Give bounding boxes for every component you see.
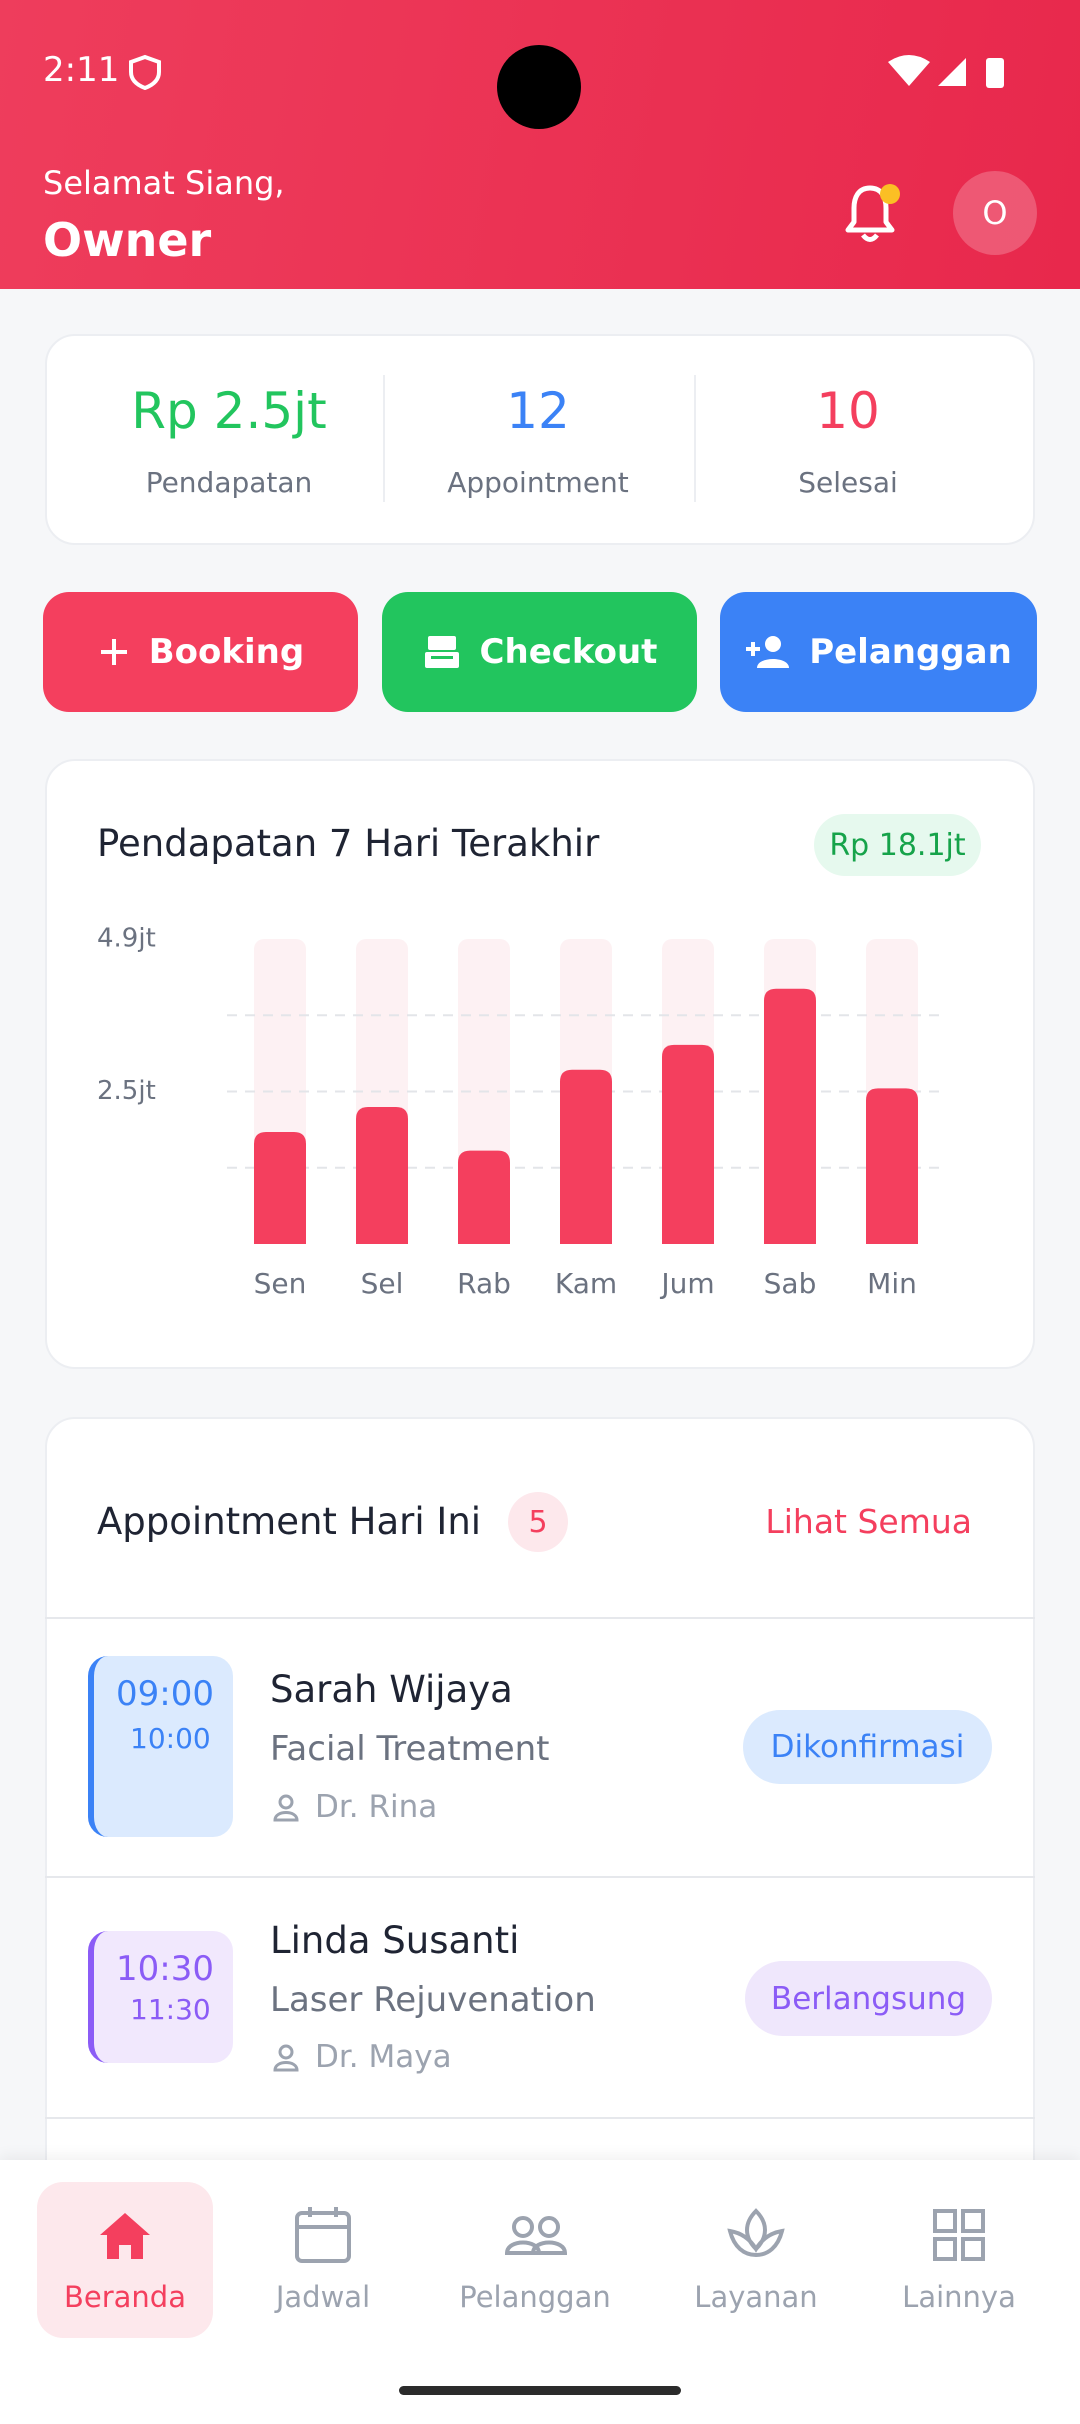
person-icon xyxy=(273,2044,299,2072)
total-badge: Rp 18.1jt xyxy=(814,814,981,876)
customer-name: Sarah Wijaya xyxy=(270,1668,513,1711)
nav-item[interactable]: Beranda xyxy=(64,2280,186,2314)
stat-value: Rp 2.5jt xyxy=(131,382,327,440)
bar xyxy=(254,1131,306,1244)
avatar[interactable]: O xyxy=(953,171,1037,255)
y-tick-label: 4.9jt xyxy=(97,924,156,954)
doctor: Dr. Maya xyxy=(315,2039,452,2075)
end-time: 11:30 xyxy=(130,1993,211,2026)
bar xyxy=(458,1150,510,1244)
see-all-link[interactable]: Lihat Semua xyxy=(765,1502,972,1541)
end-time: 10:00 xyxy=(130,1722,211,1755)
time-box: 09:00 10:00 xyxy=(88,1656,233,1837)
divider xyxy=(45,1617,1035,1619)
bar xyxy=(560,1069,612,1244)
x-tick-label: Kam xyxy=(555,1267,617,1300)
stat-value: 12 xyxy=(506,382,570,440)
time-box: 10:30 11:30 xyxy=(88,1931,233,2063)
bar xyxy=(764,988,816,1244)
nav-icons xyxy=(100,2207,985,2263)
x-tick-label: Sab xyxy=(764,1267,817,1300)
status-pill: Berlangsung xyxy=(745,1961,992,2036)
plus-icon xyxy=(100,639,127,665)
status-icons xyxy=(888,55,1004,88)
status-pill: Dikonfirmasi xyxy=(743,1710,992,1784)
service: Facial Treatment xyxy=(270,1729,550,1769)
chart-title: Pendapatan 7 Hari Terakhir xyxy=(97,822,600,865)
y-tick-label: 2.5jt xyxy=(97,1076,156,1106)
stat-label: Appointment xyxy=(447,466,629,499)
count-badge: 5 xyxy=(508,1492,568,1552)
register-icon xyxy=(424,636,459,668)
x-tick-label: Sen xyxy=(254,1267,307,1300)
checkout-button[interactable]: Checkout xyxy=(382,592,697,712)
service: Laser Rejuvenation xyxy=(270,1980,596,2020)
stat-value: 10 xyxy=(816,382,880,440)
add-person-icon xyxy=(746,636,790,668)
start-time: 09:00 xyxy=(116,1674,214,1714)
stat-label: Pendapatan xyxy=(145,466,313,499)
customer-name: Linda Susanti xyxy=(270,1919,520,1962)
nav-item[interactable]: Pelanggan xyxy=(459,2280,611,2314)
start-time: 10:30 xyxy=(116,1949,214,1989)
x-tick-label: Jum xyxy=(659,1267,714,1300)
nav-active-bg xyxy=(37,2182,213,2338)
divider xyxy=(383,375,385,502)
person-icon xyxy=(273,1794,299,1822)
shield-icon xyxy=(129,54,161,90)
status-time: 2:11 xyxy=(43,50,120,90)
home-indicator xyxy=(399,2386,681,2395)
greeting: Selamat Siang, xyxy=(43,164,285,202)
divider xyxy=(45,2117,1035,2119)
button-label: Pelanggan xyxy=(809,632,1012,672)
stats-card xyxy=(45,334,1035,545)
camera xyxy=(497,45,581,129)
button-label: Booking xyxy=(148,632,305,672)
user-name: Owner xyxy=(43,213,212,267)
x-tick-label: Min xyxy=(867,1267,917,1300)
x-tick-label: Sel xyxy=(361,1267,404,1300)
section-title: Appointment Hari Ini xyxy=(97,1500,482,1543)
divider xyxy=(694,375,696,502)
doctor: Dr. Rina xyxy=(315,1789,438,1825)
x-tick-label: Rab xyxy=(457,1267,511,1300)
divider xyxy=(45,1876,1035,1878)
bar-chart: 4.9jt 2.5jt Sen Sel Rab Kam Jum Sab Min xyxy=(97,924,942,1300)
stat-label: Selesai xyxy=(798,466,898,499)
bar xyxy=(356,1107,408,1244)
bar xyxy=(866,1088,918,1244)
nav-item[interactable]: Layanan xyxy=(694,2280,818,2314)
notification-button[interactable] xyxy=(842,180,902,246)
customer-button[interactable]: Pelanggan xyxy=(720,592,1037,712)
booking-button[interactable]: Booking xyxy=(43,592,358,712)
bar xyxy=(662,1044,714,1244)
nav-item[interactable]: Jadwal xyxy=(275,2280,371,2314)
nav-item[interactable]: Lainnya xyxy=(902,2280,1016,2314)
button-label: Checkout xyxy=(479,632,658,672)
